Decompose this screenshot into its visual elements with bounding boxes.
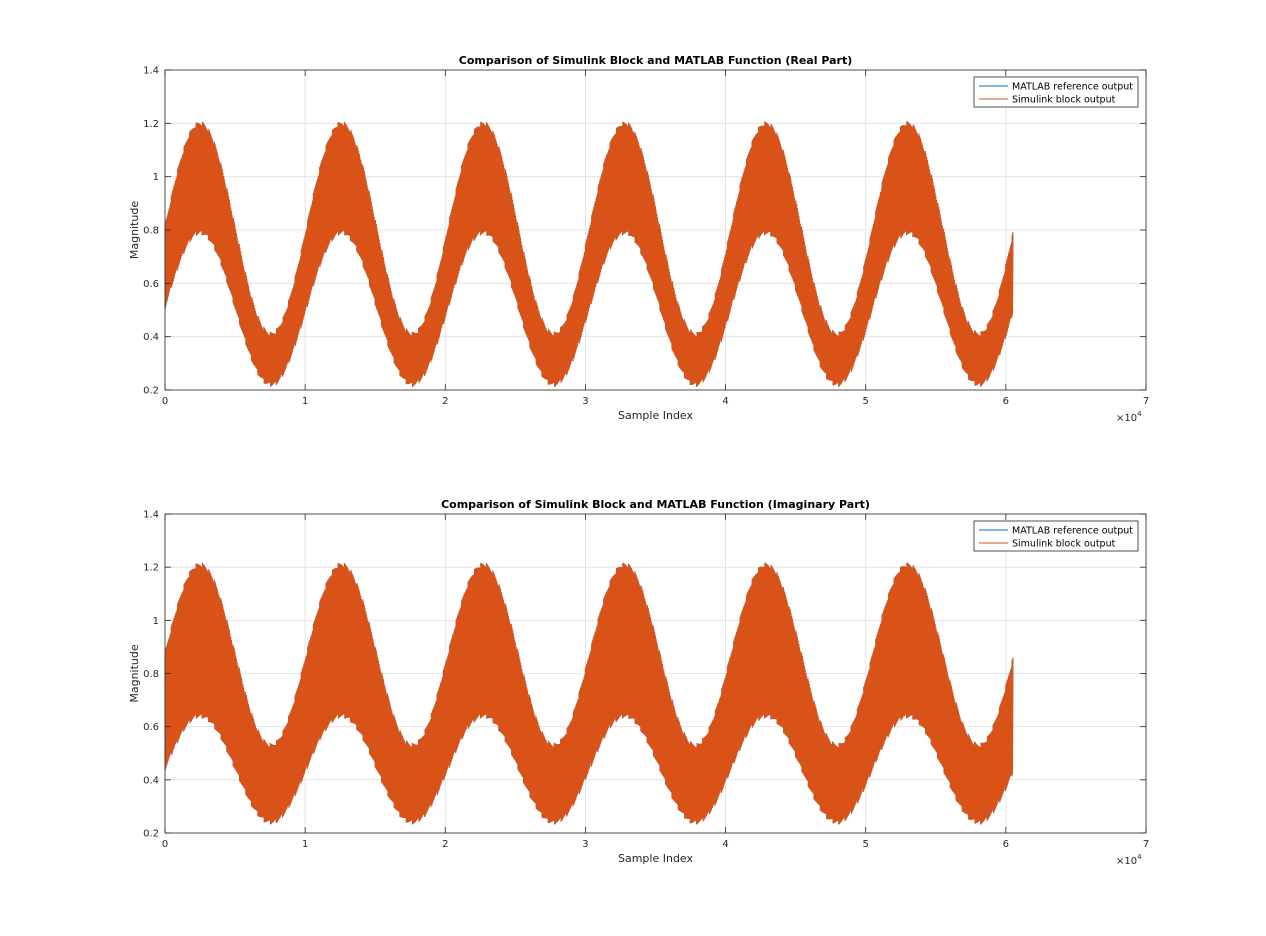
legend-box <box>973 520 1139 552</box>
x-axis-exponent: ×104 <box>1116 853 1142 867</box>
x-exponent-base: ×10 <box>1116 413 1137 424</box>
y-axis-label: Magnitude <box>128 201 141 260</box>
y-tick-label: 1.4 <box>143 510 159 521</box>
legend-entry-matlab: MATLAB reference output <box>1012 82 1133 93</box>
x-tick-label: 6 <box>1003 839 1009 850</box>
legend-entry-matlab: MATLAB reference output <box>1012 526 1133 537</box>
x-tick-label: 0 <box>162 839 168 850</box>
x-tick-label: 7 <box>1143 396 1149 407</box>
y-tick-label: 0.2 <box>143 386 159 397</box>
y-tick-label: 0.8 <box>143 669 159 680</box>
y-tick-label: 0.4 <box>143 775 159 786</box>
y-tick-label: 1.2 <box>143 563 159 574</box>
x-exponent-base: ×10 <box>1116 856 1137 867</box>
y-tick-label: 1 <box>153 616 159 627</box>
y-tick-label: 1.4 <box>143 66 159 77</box>
x-tick-label: 7 <box>1143 839 1149 850</box>
legend[interactable]: MATLAB reference output Simulink block o… <box>973 76 1139 108</box>
x-tick-label: 6 <box>1003 396 1009 407</box>
legend-entry-simulink: Simulink block output <box>1012 539 1116 550</box>
x-exponent-power: 4 <box>1137 410 1142 418</box>
x-exponent-power: 4 <box>1137 853 1142 861</box>
chart-title: Comparison of Simulink Block and MATLAB … <box>459 54 852 67</box>
x-tick-label: 2 <box>442 396 448 407</box>
x-tick-label: 1 <box>302 396 308 407</box>
x-axis-label: Sample Index <box>618 409 694 422</box>
x-tick-label: 3 <box>582 839 588 850</box>
chart-real-part: 0 1 2 3 4 5 6 7 0.2 0.4 0.6 0.8 1 1.2 1.4 Comparison o… <box>128 54 1149 424</box>
x-axis-exponent: ×104 <box>1116 410 1142 424</box>
chart-imaginary-part: 0 1 2 3 4 5 6 7 0.2 0.4 0.6 0.8 1 1.2 1.4 Comparison o… <box>128 498 1149 867</box>
tick-layer: 0 1 2 3 4 5 6 7 0.2 0.4 0.6 0.8 1 1.2 1.4 <box>143 510 1149 851</box>
y-tick-label: 0.6 <box>143 722 159 733</box>
x-tick-label: 5 <box>863 839 869 850</box>
x-tick-label: 4 <box>722 839 728 850</box>
data-series-layer <box>164 121 1014 387</box>
series-line-simulink <box>164 121 1014 387</box>
y-tick-label: 0.2 <box>143 829 159 840</box>
series-line-simulink <box>164 562 1014 825</box>
data-series-layer <box>164 562 1014 825</box>
tick-layer: 0 1 2 3 4 5 6 7 0.2 0.4 0.6 0.8 1 1.2 1.4 <box>143 66 1149 408</box>
y-tick-label: 0.6 <box>143 279 159 290</box>
x-tick-label: 5 <box>863 396 869 407</box>
x-axis-label: Sample Index <box>618 852 694 865</box>
x-tick-label: 4 <box>722 396 728 407</box>
legend-entry-simulink: Simulink block output <box>1012 95 1116 106</box>
legend-box <box>973 76 1139 108</box>
y-tick-label: 1 <box>153 172 159 183</box>
x-tick-label: 1 <box>302 839 308 850</box>
x-tick-label: 2 <box>442 839 448 850</box>
y-tick-label: 1.2 <box>143 119 159 130</box>
y-tick-label: 0.8 <box>143 226 159 237</box>
x-tick-label: 3 <box>582 396 588 407</box>
y-axis-label: Magnitude <box>128 644 141 703</box>
legend[interactable]: MATLAB reference output Simulink block o… <box>973 520 1139 552</box>
x-tick-label: 0 <box>162 396 168 407</box>
y-tick-label: 0.4 <box>143 332 159 343</box>
chart-title: Comparison of Simulink Block and MATLAB … <box>441 498 870 511</box>
